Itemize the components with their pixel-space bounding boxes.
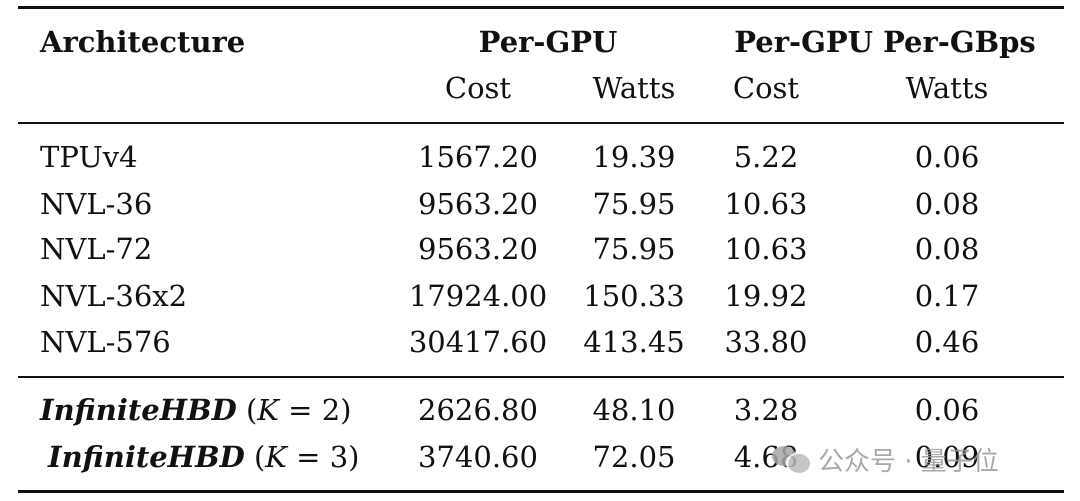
row-watts: 75.95	[592, 232, 676, 266]
k-var: K	[265, 440, 287, 474]
row-cost: 1567.20	[418, 140, 538, 174]
row-name: NVL-72	[40, 232, 153, 266]
k-rest: = 2)	[278, 393, 352, 427]
header-architecture: Architecture	[40, 25, 246, 59]
row-cost: 9563.20	[418, 187, 538, 221]
row-cost-gbps: 10.63	[724, 232, 808, 266]
row-watts-gbps: 0.17	[914, 279, 980, 313]
row-watts: 19.39	[592, 140, 676, 174]
row-cost: 17924.00	[408, 279, 548, 313]
row-cost-gbps: 33.80	[724, 325, 808, 359]
row-name: NVL-36x2	[40, 279, 188, 313]
header-watts-gbps: Watts	[905, 71, 989, 105]
row-cost-gbps: 19.92	[724, 279, 808, 313]
k-open: (	[253, 440, 266, 474]
k-rest: = 3)	[286, 440, 360, 474]
row-cost-gbps: 10.63	[724, 187, 808, 221]
wechat-icon	[772, 444, 812, 475]
header-per-gpu-per-gbps: Per-GPU Per-GBps	[734, 25, 1036, 59]
top-rule	[18, 6, 1064, 9]
row-watts-gbps: 0.06	[914, 393, 980, 427]
row-watts: 75.95	[592, 187, 676, 221]
row-cost-gbps: 3.28	[733, 393, 799, 427]
header-watts: Watts	[592, 71, 676, 105]
method-name: InfiniteHBD	[48, 440, 245, 474]
group-separator-rule	[18, 376, 1064, 378]
row-cost: 30417.60	[408, 325, 548, 359]
row-cost: 9563.20	[418, 232, 538, 266]
header-rule	[18, 122, 1064, 124]
header-cost-gbps: Cost	[732, 71, 800, 105]
watermark: 公众号 · 量子位	[772, 440, 999, 478]
row-watts-gbps: 0.06	[914, 140, 980, 174]
row-cost: 3740.60	[418, 440, 538, 474]
header-per-gpu: Per-GPU	[478, 25, 618, 59]
row-name: NVL-36	[40, 187, 153, 221]
row-watts: 150.33	[583, 279, 685, 313]
method-name: InfiniteHBD	[40, 393, 237, 427]
k-open: (	[245, 393, 258, 427]
row-watts-gbps: 0.08	[914, 187, 980, 221]
row-watts-gbps: 0.08	[914, 232, 980, 266]
row-name: NVL-576	[40, 325, 171, 359]
bottom-rule	[18, 490, 1064, 493]
k-var: K	[257, 393, 279, 427]
row-name: TPUv4	[40, 140, 138, 174]
row-name: InfiniteHBD (K = 3)	[48, 443, 359, 472]
row-name: InfiniteHBD (K = 2)	[40, 396, 351, 425]
watermark-text: 公众号 · 量子位	[818, 446, 999, 477]
row-watts: 413.45	[583, 325, 685, 359]
row-cost: 2626.80	[418, 393, 538, 427]
row-watts: 72.05	[592, 440, 676, 474]
row-watts-gbps: 0.09	[914, 440, 980, 474]
row-watts-gbps: 0.46	[914, 325, 980, 359]
row-cost-gbps: 5.22	[733, 140, 799, 174]
row-watts: 48.10	[592, 393, 676, 427]
header-cost: Cost	[444, 71, 512, 105]
